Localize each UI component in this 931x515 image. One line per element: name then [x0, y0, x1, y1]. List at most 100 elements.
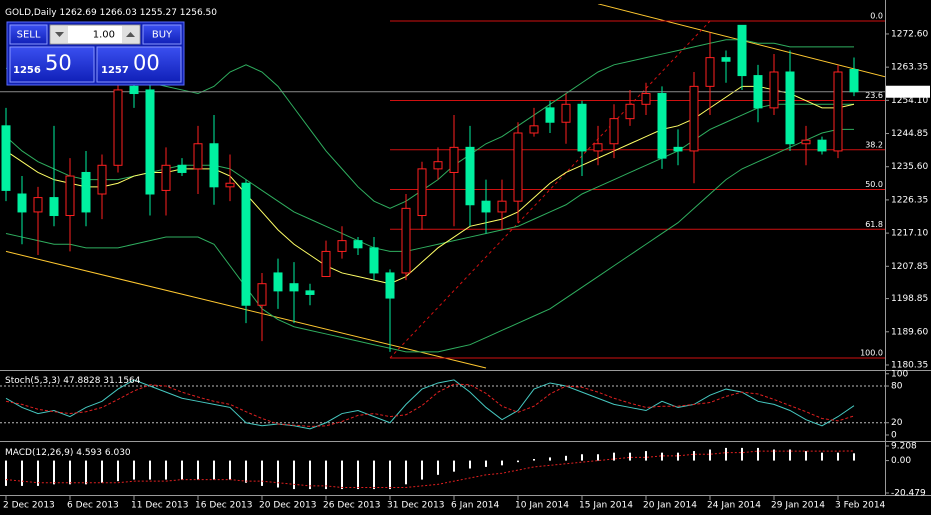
- indicator-value: 6.030: [105, 448, 131, 458]
- sell-button[interactable]: [9, 24, 48, 45]
- macd-bar: [501, 460, 503, 466]
- candle-body: [785, 71, 795, 145]
- macd-bar: [213, 460, 215, 480]
- candle-body: [657, 93, 667, 159]
- candle-body: [673, 146, 683, 152]
- bid-price-box[interactable]: [9, 46, 95, 83]
- candle-body: [769, 71, 779, 109]
- candle-body: [193, 143, 203, 170]
- y-tick-label: 0: [891, 430, 897, 440]
- candle-body: [721, 57, 731, 62]
- candle-body: [337, 240, 347, 252]
- macd-bar: [165, 460, 167, 480]
- macd-bar: [533, 458, 535, 461]
- fib-level-label: 23.6: [865, 91, 883, 100]
- macd-signal: [5, 450, 855, 488]
- y-tick-label: 1217.10: [891, 229, 928, 239]
- y-tick-label: 0.00: [891, 456, 911, 466]
- y-tick-label: 1244.85: [891, 129, 928, 139]
- macd-bar: [181, 460, 183, 480]
- macd-bar: [645, 451, 647, 461]
- indicator-header: MACD(12,26,9) 4.593 6.030: [5, 448, 131, 458]
- y-tick-label: 1189.60: [891, 327, 928, 337]
- sell-label: SELL: [17, 30, 41, 41]
- y-tick-label: 1254.10: [891, 96, 928, 106]
- candle-body: [209, 143, 219, 188]
- candle-body: [161, 164, 171, 191]
- candle-body: [561, 103, 571, 123]
- candle-body: [273, 272, 283, 292]
- fib-level-label: 50.0: [865, 180, 883, 189]
- candle-body: [33, 197, 43, 213]
- y-tick-label: 80: [891, 382, 903, 392]
- buy-button[interactable]: [142, 24, 182, 45]
- macd-bar: [117, 460, 119, 482]
- current-price-label: 1256.50: [889, 87, 926, 97]
- macd-bar: [581, 454, 583, 461]
- fib-level-label: 61.8: [865, 220, 883, 229]
- candle-body: [497, 200, 507, 213]
- candle-body: [449, 146, 459, 173]
- candle-body: [305, 290, 315, 295]
- candle-body: [849, 69, 859, 93]
- stochastic-line: [5, 379, 855, 430]
- macd-bar: [789, 449, 791, 461]
- macd-bar: [149, 460, 151, 480]
- ask-price-pips: 00: [133, 51, 160, 75]
- candle-body: [513, 132, 523, 202]
- candle-body: [145, 89, 155, 195]
- x-tick-label: 31 Dec 2013: [387, 501, 445, 511]
- candle-body: [65, 175, 75, 217]
- macd-bar: [293, 460, 295, 490]
- stochastic-panel: [0, 379, 885, 430]
- y-tick-label: 1207.85: [891, 262, 928, 272]
- candle-body: [241, 182, 251, 306]
- macd-bar: [309, 460, 311, 490]
- x-tick-label: 2 Dec 2013: [3, 501, 55, 511]
- macd-bar: [805, 451, 807, 461]
- lot-input[interactable]: [49, 24, 141, 45]
- bid-price-pips: 50: [45, 51, 72, 75]
- candle-body: [529, 125, 539, 134]
- macd-bar: [853, 453, 855, 461]
- candle-body: [609, 118, 619, 145]
- one-click-trading-panel: SELL 1.00 BUY 1256 50 1257 00: [6, 21, 185, 86]
- macd-bar: [661, 452, 663, 461]
- macd-bar: [485, 460, 487, 467]
- macd-bar: [773, 449, 775, 461]
- macd-bar: [565, 455, 567, 461]
- indicator-title: Stoch(5,3,3): [5, 376, 60, 386]
- macd-bar: [549, 457, 551, 461]
- indicator-header: Stoch(5,3,3) 47.8828 31.1564: [5, 376, 141, 386]
- x-tick-label: 11 Dec 2013: [131, 501, 189, 511]
- x-tick-label: 3 Feb 2014: [835, 501, 886, 511]
- x-tick-label: 20 Jan 2014: [643, 501, 697, 511]
- macd-bar: [453, 460, 455, 472]
- ohlc-value: 1262.69: [60, 8, 97, 18]
- macd-bar: [757, 447, 759, 461]
- candle-body: [177, 164, 187, 173]
- ask-price-box[interactable]: [96, 46, 182, 83]
- candle-body: [353, 240, 363, 249]
- candle-body: [577, 103, 587, 152]
- lot-value: 1.00: [93, 30, 115, 41]
- arrow-down-icon: [55, 32, 64, 37]
- macd-bar: [101, 460, 103, 483]
- axes: 1272.60 1263.35 1254.10 1244.85 1235.60 1226.…: [3, 29, 930, 511]
- y-tick-label: 1263.35: [891, 63, 928, 73]
- macd-bar: [725, 447, 727, 461]
- candle-body: [1, 125, 11, 191]
- y-tick-label: 20: [891, 418, 903, 428]
- x-tick-label: 10 Jan 2014: [515, 501, 569, 511]
- y-tick-label: 1198.85: [891, 294, 928, 304]
- candle-body: [753, 75, 763, 109]
- macd-bar: [629, 452, 631, 461]
- macd-bar: [437, 460, 439, 475]
- symbol-title: GOLD,Daily: [5, 8, 57, 18]
- candle-body: [113, 89, 123, 166]
- y-tick-label: 1226.35: [891, 195, 928, 205]
- macd-bar: [5, 460, 7, 486]
- current-price-box: [886, 85, 930, 98]
- x-tick-label: 26 Dec 2013: [323, 501, 381, 511]
